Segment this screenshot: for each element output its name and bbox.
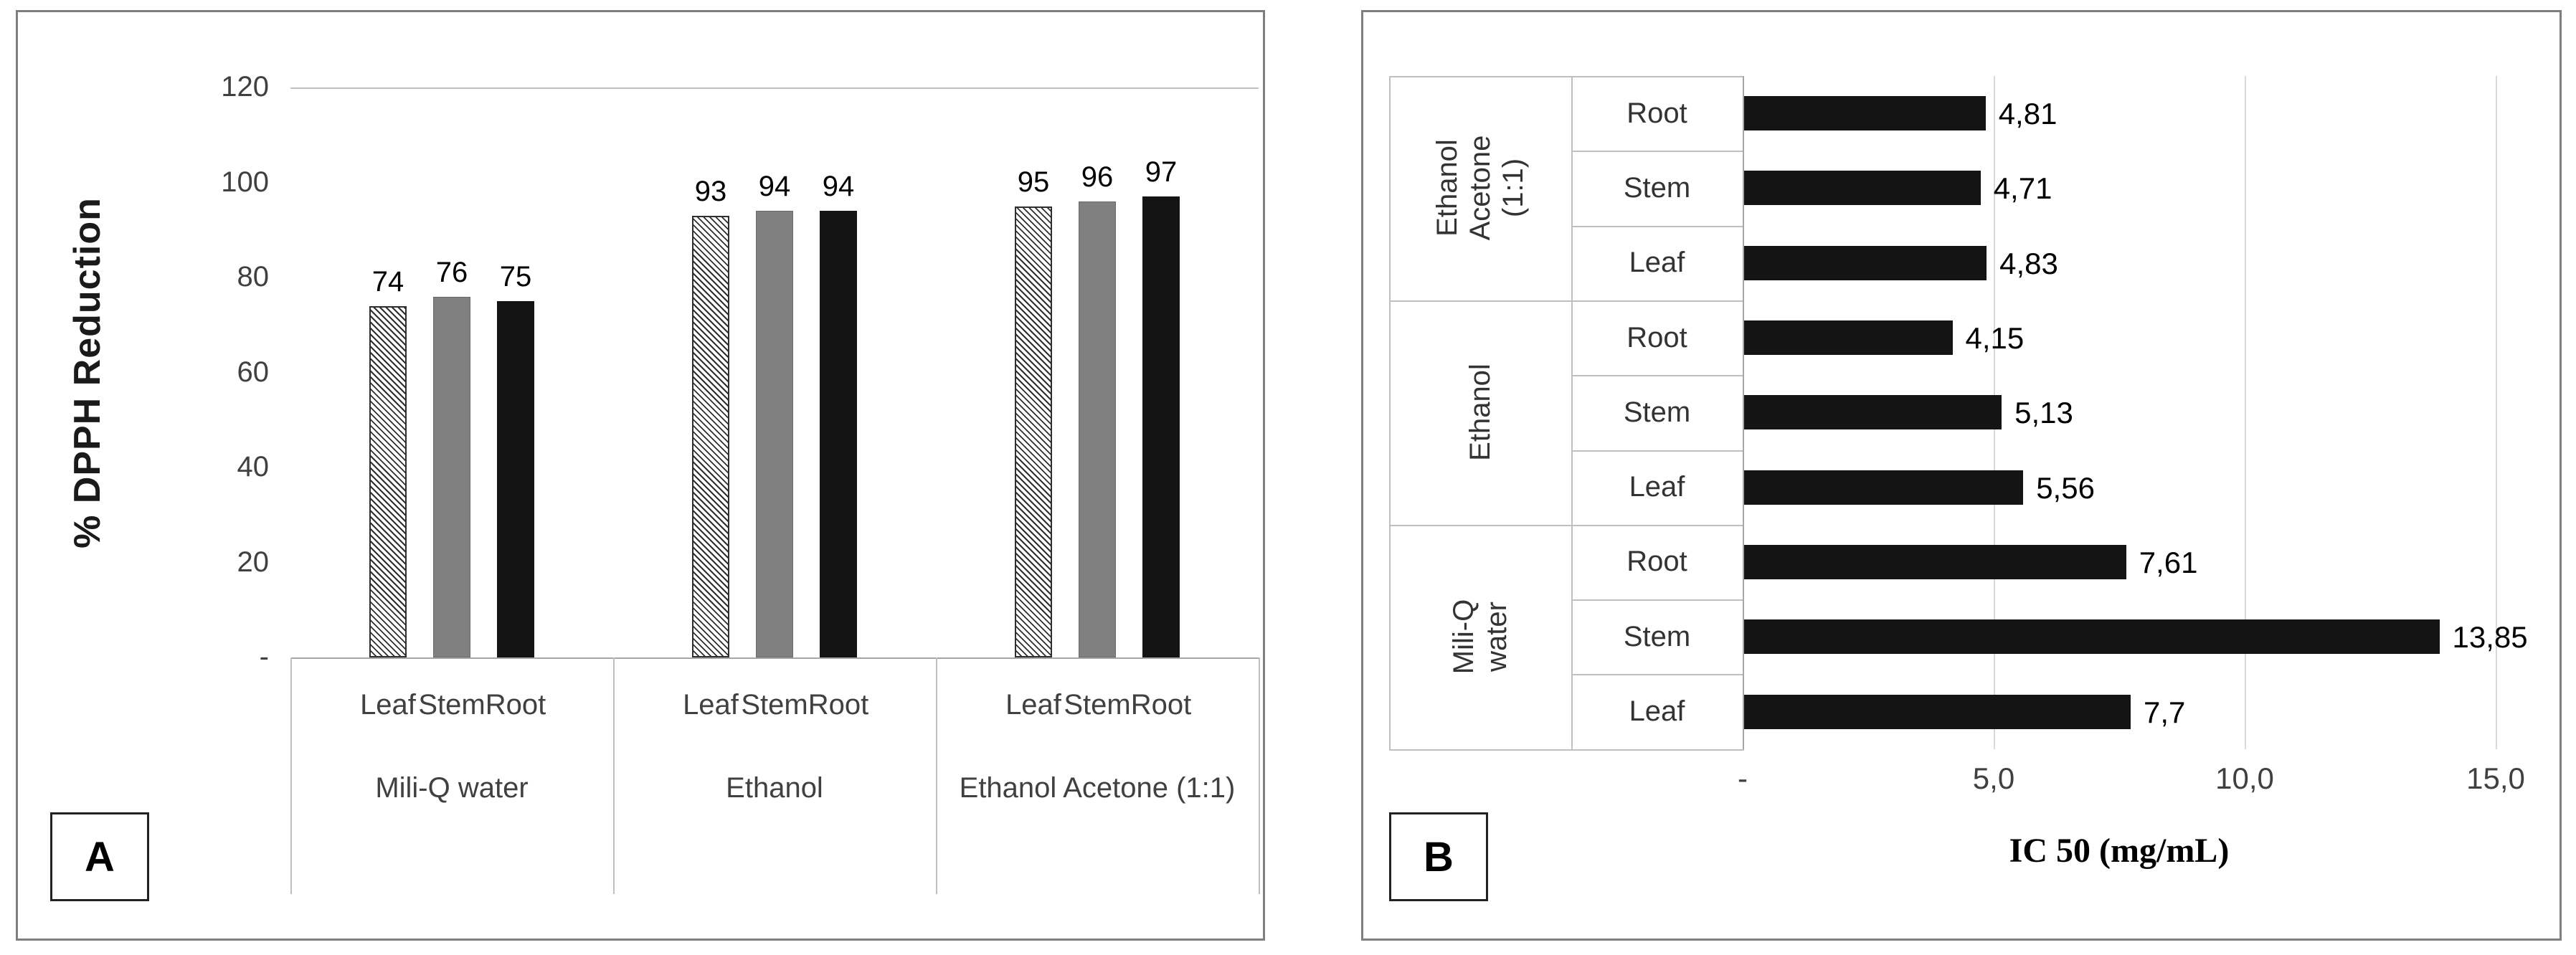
ic50-bar — [1744, 544, 2126, 579]
row-divider-line — [1571, 450, 1743, 452]
ic50-x-axis-title: IC 50 (mg/mL) — [2009, 832, 2230, 870]
bar-value-label: 95 — [1017, 166, 1050, 198]
group-axis-label: Ethanol Acetone (1:1) — [959, 772, 1236, 804]
group-label-cell: Ethanol Acetone (1:1) — [1389, 76, 1571, 300]
category-tick-label: Leaf — [683, 689, 739, 721]
group-divider-line — [1389, 300, 1743, 302]
bar-mili-q-water-leaf — [369, 305, 407, 657]
bar-ethanol-acetone-1-1-leaf — [1015, 206, 1052, 657]
ic50-bar — [1744, 619, 2440, 655]
x-axis-tick-label: 5,0 — [1972, 761, 2015, 795]
group-label-cell: Mili-Q water — [1389, 525, 1571, 749]
bar-value-label: 4,71 — [1993, 171, 2052, 206]
part-label-cell: Stem — [1623, 396, 1691, 428]
panel-b-letter-badge: B — [1389, 812, 1488, 901]
row-divider-line — [1571, 375, 1743, 377]
group-divider-line — [1389, 524, 1743, 526]
bar-value-label: 4,15 — [1965, 321, 2025, 356]
x-axis-tick-label: - — [1738, 761, 1748, 795]
part-label-cell: Leaf — [1629, 247, 1685, 279]
y-axis-tick-label: 40 — [237, 451, 270, 483]
bar-value-label: 7,61 — [2139, 545, 2198, 579]
bar-value-label: 4,81 — [1998, 97, 2058, 131]
bar-value-label: 75 — [499, 261, 532, 293]
category-tick-label: Leaf — [1005, 689, 1061, 721]
category-tick-label: Stem — [418, 689, 486, 721]
value-axis-line — [1743, 76, 1744, 749]
gridline-top — [290, 87, 1259, 89]
y-axis-tick-label: 80 — [237, 261, 270, 293]
row-divider-line — [1571, 225, 1743, 227]
row-divider-line — [1571, 674, 1743, 676]
dpph-bar-plot-area: 120 100 80 60 40 20 - 74 Leaf 76 Stem 75 Root Mili-Q … — [18, 12, 1263, 939]
category-separator-line — [1259, 657, 1260, 894]
group-axis-label: Mili-Q water — [375, 772, 529, 804]
bar-value-label: 93 — [694, 175, 727, 207]
bar-value-label: 76 — [435, 256, 468, 288]
category-tick-label: Root — [1130, 689, 1192, 721]
category-tick-label: Leaf — [360, 689, 416, 721]
bar-ethanol-root — [820, 211, 857, 657]
group-label-vertical: Ethanol Acetone (1:1) — [1431, 136, 1529, 241]
row-divider-line — [1571, 599, 1743, 602]
bar-value-label: 7,7 — [2144, 695, 2186, 729]
bar-value-label: 13,85 — [2452, 620, 2528, 655]
table-column-divider — [1571, 76, 1573, 749]
x-gridline — [2245, 76, 2246, 749]
part-label-cell: Stem — [1623, 171, 1691, 204]
row-divider-line — [1571, 151, 1743, 153]
bar-value-label: 74 — [371, 265, 404, 298]
bar-value-label: 94 — [758, 171, 791, 203]
group-axis-label: Ethanol — [726, 772, 823, 804]
category-tick-label: Stem — [741, 689, 808, 721]
category-tick-label: Stem — [1064, 689, 1131, 721]
ic50-bar — [1744, 470, 2024, 505]
part-label-cell: Root — [1626, 321, 1687, 353]
y-axis-tick-label: 100 — [221, 166, 269, 198]
category-separator-line — [936, 657, 937, 894]
x-axis-tick-label: 15,0 — [2466, 761, 2525, 795]
group-label-vertical: Mili-Q water — [1448, 599, 1512, 675]
group-label-vertical: Ethanol — [1464, 364, 1496, 462]
panel-a-letter-badge: A — [50, 812, 149, 901]
part-label-cell: Root — [1626, 97, 1687, 129]
y-axis-tick-label: 60 — [237, 356, 270, 388]
bar-ethanol-acetone-1-1-root — [1142, 196, 1180, 657]
category-tick-label: Root — [485, 689, 546, 721]
bar-ethanol-leaf — [692, 215, 729, 657]
part-label-cell: Leaf — [1629, 695, 1685, 728]
x-gridline — [2496, 76, 2497, 749]
ic50-bar — [1744, 96, 1986, 131]
bar-ethanol-acetone-1-1-stem — [1079, 201, 1116, 657]
bar-value-label: 5,56 — [2036, 470, 2095, 505]
ic50-bar — [1744, 395, 2002, 430]
y-axis-tick-label: 20 — [237, 546, 270, 578]
bar-value-label: 4,83 — [1999, 246, 2058, 280]
bar-value-label: 97 — [1145, 156, 1178, 189]
bar-mili-q-water-stem — [433, 296, 470, 657]
category-separator-line — [290, 657, 292, 894]
panel-b-ic50-chart: - 5,0 10,0 15,0 Ethanol Acetone (1:1) Root 4,8… — [1361, 10, 2562, 941]
bar-value-label: 94 — [822, 171, 855, 203]
bar-mili-q-water-root — [497, 301, 534, 657]
category-tick-label: Root — [808, 689, 869, 721]
ic50-bar-plot-area: - 5,0 10,0 15,0 Ethanol Acetone (1:1) Root 4,8… — [1363, 12, 2560, 939]
category-separator-line — [613, 657, 615, 894]
bar-value-label: 96 — [1081, 161, 1114, 193]
ic50-bar — [1744, 694, 2131, 729]
x-axis-tick-label: 10,0 — [2215, 761, 2274, 795]
ic50-bar — [1744, 320, 1953, 356]
ic50-bar — [1744, 171, 1981, 206]
part-label-cell: Leaf — [1629, 471, 1685, 503]
bar-ethanol-stem — [756, 211, 793, 657]
y-axis-tick-label: 120 — [221, 71, 269, 103]
ic50-bar — [1744, 245, 1987, 280]
part-label-cell: Stem — [1623, 620, 1691, 652]
panel-a-dpph-chart: % DPPH Reduction 120 100 80 60 40 20-74 Leaf 76… — [16, 10, 1265, 941]
x-axis-baseline — [290, 657, 1259, 659]
part-label-cell: Root — [1626, 546, 1687, 578]
bar-value-label: 5,13 — [2014, 396, 2073, 430]
group-label-cell: Ethanol — [1389, 300, 1571, 525]
y-axis-tick-label: - — [259, 641, 269, 673]
